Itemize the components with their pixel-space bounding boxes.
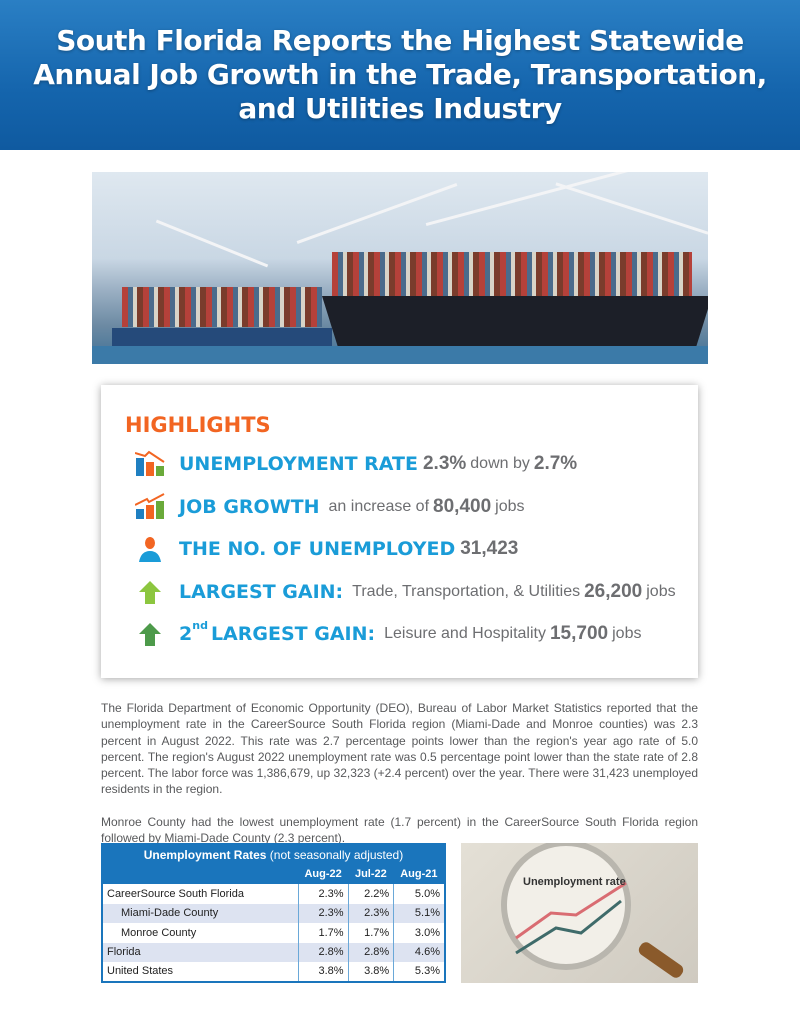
table-title: Unemployment Rates (not seasonally adjus… [102, 844, 445, 864]
magnifying-glass-photo: Unemployment rate [461, 843, 698, 983]
table-row: Miami-Dade County 2.3% 2.3% 5.1% [102, 903, 445, 923]
table-row: Monroe County 1.7% 1.7% 3.0% [102, 923, 445, 943]
paragraph-regional-summary: The Florida Department of Economic Oppor… [101, 701, 698, 797]
highlight-unemployment-rate: UNEMPLOYMENT RATE 2.3% down by 2.7% [134, 449, 577, 479]
paragraph-county-summary: Monroe County had the lowest unemploymen… [101, 814, 698, 846]
page-title: South Florida Reports the Highest Statew… [33, 24, 767, 125]
table-row: Florida 2.8% 2.8% 4.6% [102, 942, 445, 962]
person-icon [135, 535, 165, 563]
highlights-box: HIGHLIGHTS UNEMPLOYMENT RATE 2.3% down by 2… [101, 385, 698, 678]
table-row: CareerSource South Florida 2.3% 2.2% 5.0% [102, 884, 445, 904]
highlights-title: HIGHLIGHTS [125, 413, 271, 437]
header-banner: South Florida Reports the Highest Statew… [0, 0, 800, 150]
unemployment-rates-table: Unemployment Rates (not seasonally adjus… [101, 843, 446, 983]
column-header: Aug-22 [298, 864, 349, 884]
bar-chart-down-icon [134, 450, 165, 478]
table-row: United States 3.8% 3.8% 5.3% [102, 962, 445, 982]
highlight-unemployed-count: THE NO. OF UNEMPLOYED 31,423 [135, 534, 518, 564]
bar-chart-up-icon [134, 493, 165, 521]
column-header: Aug-21 [393, 864, 445, 884]
column-header: Jul-22 [348, 864, 394, 884]
highlight-job-growth: JOB GROWTH an increase of 80,400 jobs [134, 492, 529, 522]
arrow-up-icon [135, 620, 165, 648]
port-container-ship-photo [92, 172, 708, 364]
highlight-largest-gain: LARGEST GAIN: Trade, Transportation, & Ut… [135, 577, 680, 607]
image-label: Unemployment rate [523, 876, 626, 888]
body-text: The Florida Department of Economic Oppor… [101, 700, 698, 862]
arrow-up-icon [135, 578, 165, 606]
